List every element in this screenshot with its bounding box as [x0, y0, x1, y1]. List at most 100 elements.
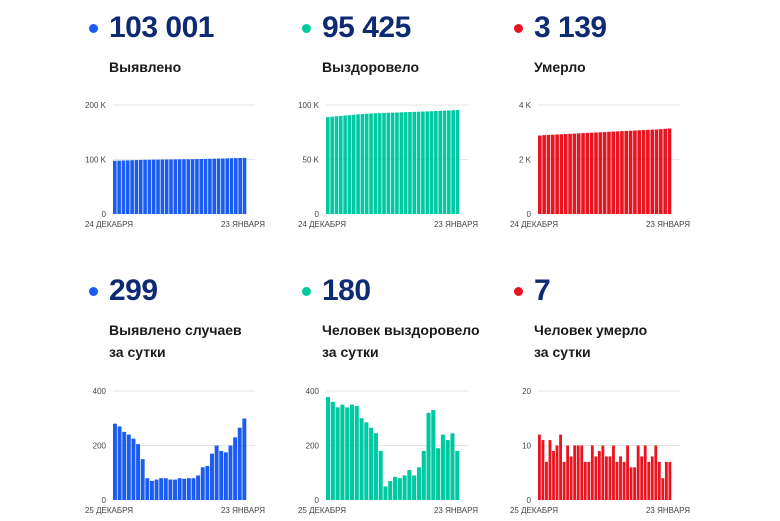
bar: [594, 132, 598, 214]
bar: [612, 445, 615, 500]
bar: [151, 159, 156, 214]
bar: [659, 129, 663, 214]
bar: [163, 478, 168, 500]
bar: [138, 159, 143, 214]
bar: [126, 434, 131, 500]
stat-value: 7: [534, 274, 551, 307]
bar: [573, 445, 577, 500]
bar: [605, 456, 608, 500]
bar: [661, 478, 665, 500]
stat-label: Человек выздоровело: [322, 322, 480, 338]
bar: [438, 110, 443, 214]
bar: [122, 431, 127, 501]
bar: [633, 467, 637, 500]
bar: [378, 450, 383, 500]
bar: [545, 461, 548, 500]
bar: [416, 467, 422, 500]
bar: [351, 114, 356, 214]
bar: [654, 445, 658, 500]
bar: [364, 113, 369, 214]
bar: [388, 480, 393, 500]
y-tick-label: 0: [527, 210, 532, 219]
bar: [356, 114, 360, 214]
bar: [154, 479, 159, 500]
bar: [390, 112, 395, 214]
bar: [369, 113, 373, 214]
x-start-label: 24 ДЕКАБРЯ: [85, 220, 133, 229]
stat-label: за сутки: [109, 344, 166, 360]
bar: [377, 113, 382, 214]
bar: [208, 158, 212, 214]
bar: [563, 134, 568, 214]
bar: [412, 111, 417, 214]
bar: [637, 130, 642, 214]
bar: [568, 133, 572, 214]
bar: [364, 422, 369, 500]
bar: [395, 112, 399, 214]
stat-panel: 95 425 Выздоровело 0 50 K 100 K 24 ДЕКАБРЯ 23 …: [298, 0, 538, 250]
bar: [196, 475, 201, 500]
bar: [159, 478, 164, 500]
bar: [182, 159, 186, 214]
bar: [559, 134, 564, 214]
bar: [242, 157, 247, 214]
bar: [538, 434, 541, 500]
bar: [186, 478, 191, 500]
bar: [359, 418, 364, 500]
bar: [650, 129, 655, 214]
bar: [335, 407, 340, 500]
bar: [546, 134, 551, 214]
bar: [134, 160, 139, 214]
stat-panel: 3 139 Умерло 0 2 K 4 K 24 ДЕКАБРЯ 23 ЯНВАРЯ: [510, 0, 750, 250]
bar: [338, 115, 343, 214]
bar: [145, 478, 150, 500]
bar: [650, 456, 654, 500]
bar: [572, 133, 577, 214]
bar: [210, 453, 214, 500]
bar: [445, 440, 450, 500]
stat-label: за сутки: [322, 344, 379, 360]
bar: [541, 440, 545, 500]
bar: [425, 111, 430, 214]
x-start-label: 25 ДЕКАБРЯ: [510, 506, 558, 515]
bar: [131, 438, 136, 500]
bar: [177, 159, 182, 214]
bar-chart: 0 200 400 25 ДЕКАБРЯ 23 ЯНВАРЯ: [85, 387, 265, 515]
bar: [334, 116, 339, 214]
bar: [657, 461, 661, 500]
bar: [641, 130, 646, 214]
bar: [402, 475, 407, 500]
bar: [602, 132, 607, 214]
bar: [555, 134, 559, 214]
bar: [238, 157, 242, 214]
bar: [393, 476, 398, 500]
y-tick-label: 4 K: [519, 101, 532, 110]
series-dot-icon: [89, 24, 98, 33]
y-tick-label: 100 K: [298, 101, 320, 110]
y-tick-label: 20: [522, 387, 531, 396]
stat-label: за сутки: [534, 344, 591, 360]
series-dot-icon: [302, 24, 311, 33]
bar: [597, 450, 601, 500]
y-tick-label: 0: [315, 210, 320, 219]
bar: [191, 478, 196, 500]
y-tick-label: 200: [93, 442, 107, 451]
bar: [136, 444, 141, 500]
bar: [326, 397, 331, 500]
bar: [223, 452, 228, 500]
bar: [182, 478, 187, 500]
bar: [160, 159, 165, 214]
bar: [668, 461, 672, 500]
bar: [550, 134, 555, 214]
y-tick-label: 100 K: [85, 156, 107, 165]
bar: [234, 158, 238, 214]
bar: [608, 456, 612, 500]
x-end-label: 23 ЯНВАРЯ: [434, 220, 478, 229]
bar: [117, 160, 121, 214]
x-start-label: 24 ДЕКАБРЯ: [510, 220, 558, 229]
bar: [397, 478, 402, 500]
stat-panel: 7 Человек умерло за сутки 0 10 20 25 ДЕКАБРЯ 23…: [510, 263, 750, 515]
x-end-label: 23 ЯНВАРЯ: [646, 220, 690, 229]
bar: [219, 450, 224, 500]
bar: [615, 131, 620, 214]
